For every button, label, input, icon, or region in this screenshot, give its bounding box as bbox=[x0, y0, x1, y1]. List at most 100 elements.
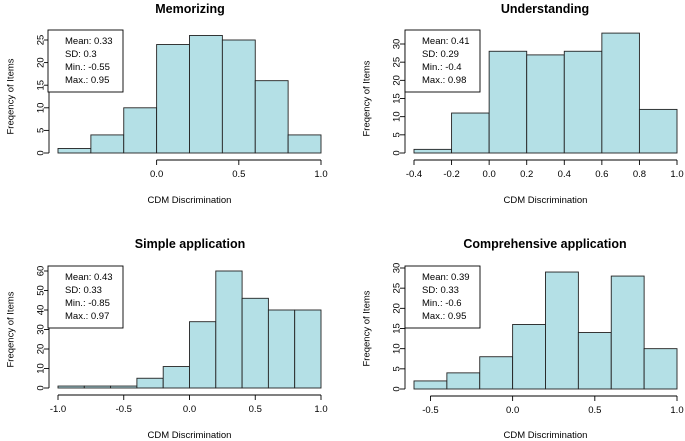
y-axis-label: Freqency of Items bbox=[362, 290, 373, 366]
x-tick-label: 0.6 bbox=[595, 169, 608, 180]
y-axis-label: Freqency of Items bbox=[6, 58, 17, 134]
x-tick-label: -0.2 bbox=[443, 169, 459, 180]
x-tick-label: 1.0 bbox=[314, 169, 327, 180]
y-tick-label: 30 bbox=[36, 324, 47, 335]
x-tick-label: 0.5 bbox=[249, 404, 262, 415]
y-tick-label: 50 bbox=[36, 285, 47, 296]
y-tick-label: 40 bbox=[36, 305, 47, 316]
chart-panel: Comprehensive application -0.5 0.0 0.5 1.0 0 5… bbox=[362, 237, 684, 441]
x-tick-label: -0.5 bbox=[116, 404, 132, 415]
y-tick-label: 5 bbox=[392, 366, 403, 371]
histogram-bar bbox=[643, 348, 678, 390]
stats-box bbox=[47, 29, 124, 93]
stats-line: Mean: 0.39 bbox=[422, 272, 470, 283]
y-tick-label: 0 bbox=[36, 150, 47, 155]
stats-box bbox=[404, 29, 481, 93]
x-tick-label: -0.4 bbox=[406, 169, 422, 180]
histogram-bar bbox=[57, 148, 92, 154]
y-tick-label: 20 bbox=[36, 57, 47, 68]
y-tick-label: 5 bbox=[392, 132, 403, 137]
histogram-bar bbox=[215, 270, 243, 389]
x-tick-label: 0.8 bbox=[633, 169, 646, 180]
y-tick-label: 10 bbox=[392, 111, 403, 122]
histogram-bar bbox=[57, 385, 85, 389]
y-tick-label: 20 bbox=[36, 344, 47, 355]
y-axis-label: Freqency of Items bbox=[6, 291, 17, 367]
stats-line: Max.: 0.95 bbox=[65, 75, 109, 86]
y-axis-label: Freqency of Items bbox=[362, 60, 373, 136]
x-tick-label: 0.5 bbox=[588, 405, 601, 416]
y-tick-label: 10 bbox=[392, 343, 403, 354]
stats-line: SD: 0.3 bbox=[65, 49, 97, 60]
stats-line: Max.: 0.95 bbox=[422, 311, 466, 322]
x-tick-label: 0.4 bbox=[558, 169, 571, 180]
histogram-bar bbox=[110, 385, 138, 389]
x-axis-label: CDM Discrimination bbox=[148, 195, 232, 206]
histogram-bar bbox=[162, 366, 190, 389]
stats-line: Max.: 0.98 bbox=[422, 75, 466, 86]
histogram-bar bbox=[241, 297, 269, 389]
y-tick-label: 5 bbox=[36, 128, 47, 133]
x-tick-label: -0.5 bbox=[422, 405, 438, 416]
histogram-bar bbox=[123, 107, 158, 154]
x-tick-label: 0.0 bbox=[483, 169, 496, 180]
chart-title: Memorizing bbox=[155, 2, 224, 16]
x-tick-label: 0.2 bbox=[520, 169, 533, 180]
x-tick-label: 1.0 bbox=[314, 404, 327, 415]
histogram-bar bbox=[221, 39, 256, 154]
chart-title: Comprehensive application bbox=[463, 237, 626, 251]
y-tick-label: 10 bbox=[36, 103, 47, 114]
stats-box bbox=[47, 265, 124, 329]
chart-title: Understanding bbox=[501, 2, 589, 16]
histogram-bar bbox=[189, 321, 217, 389]
stats-line: SD: 0.33 bbox=[422, 285, 459, 296]
stats-box bbox=[404, 265, 481, 329]
y-tick-label: 0 bbox=[392, 386, 403, 391]
histogram-bar bbox=[610, 275, 645, 390]
histogram-bar bbox=[577, 332, 612, 390]
histogram-bar bbox=[545, 271, 579, 390]
histogram-bar bbox=[267, 309, 296, 389]
stats-line: Min.: -0.6 bbox=[422, 298, 462, 309]
stats-line: SD: 0.29 bbox=[422, 49, 459, 60]
histogram-bar bbox=[90, 134, 125, 154]
y-tick-label: 30 bbox=[392, 39, 403, 50]
stats-line: SD: 0.33 bbox=[65, 285, 102, 296]
histogram-bar bbox=[479, 356, 514, 390]
y-tick-label: 20 bbox=[392, 75, 403, 86]
x-axis-label: CDM Discrimination bbox=[504, 430, 588, 441]
x-tick-label: 1.0 bbox=[670, 169, 683, 180]
histogram-bar bbox=[512, 324, 546, 390]
stats-line: Mean: 0.41 bbox=[422, 36, 470, 47]
histogram-bar bbox=[189, 35, 223, 154]
histogram-bar bbox=[413, 380, 448, 390]
histogram-bar bbox=[156, 44, 190, 154]
x-tick-label: 0.0 bbox=[506, 405, 519, 416]
stats-line: Mean: 0.43 bbox=[65, 272, 113, 283]
stats-line: Max.: 0.97 bbox=[65, 311, 109, 322]
stats-line: Min.: -0.55 bbox=[65, 62, 110, 73]
histogram-bar bbox=[83, 385, 112, 389]
y-tick-label: 25 bbox=[36, 35, 47, 46]
y-tick-label: 10 bbox=[36, 363, 47, 374]
histogram-bar bbox=[287, 134, 322, 154]
y-tick-label: 15 bbox=[392, 93, 403, 104]
chart-panel: Understanding -0.4 -0.2 0.0 0.2 0.4 0.6 0.8 1.0 0… bbox=[362, 2, 684, 206]
y-tick-label: 25 bbox=[392, 57, 403, 68]
histogram-bar bbox=[254, 80, 289, 154]
histogram-bar bbox=[638, 108, 678, 154]
x-tick-label: -1.0 bbox=[50, 404, 66, 415]
x-tick-label: 1.0 bbox=[670, 405, 683, 416]
histogram-bar bbox=[294, 309, 322, 389]
histogram-bar bbox=[413, 148, 453, 154]
y-tick-label: 15 bbox=[392, 323, 403, 334]
y-tick-label: 60 bbox=[36, 266, 47, 277]
histogram-bar bbox=[136, 377, 164, 389]
y-tick-label: 30 bbox=[392, 263, 403, 274]
chart-panel: Simple application -1.0 -0.5 0.0 0.5 1.0 0 10 20… bbox=[6, 237, 328, 441]
histogram-bar bbox=[526, 54, 565, 154]
stats-line: Mean: 0.33 bbox=[65, 36, 113, 47]
x-axis-label: CDM Discrimination bbox=[504, 195, 588, 206]
chart-title: Simple application bbox=[135, 237, 245, 251]
